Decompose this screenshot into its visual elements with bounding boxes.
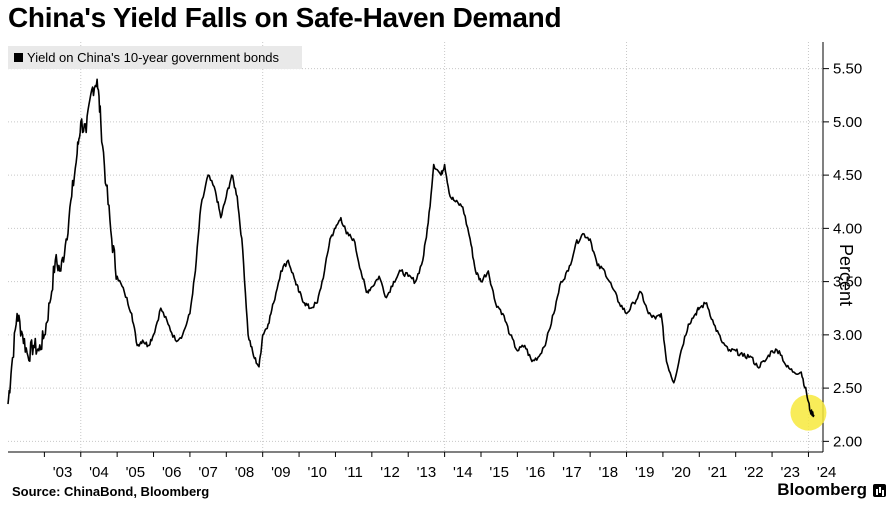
- x-tick-label: '08: [235, 464, 255, 481]
- series-line-china-10y: [7, 78, 815, 418]
- y-axis-title: Percent: [836, 244, 856, 307]
- y-axis: 2.00 2.50 3.00 3.50 4.00 4.50 5.00 5.50: [822, 42, 862, 452]
- y-tick-label: 4.00: [833, 220, 862, 237]
- x-tick-label: '20: [671, 464, 691, 481]
- y-tick-label: 3.50: [833, 274, 862, 291]
- x-tick-label: '09: [271, 464, 291, 481]
- source-note: Source: ChinaBond, Bloomberg: [12, 484, 210, 499]
- y-tick-label: 4.50: [833, 167, 862, 184]
- y-tick-label: 5.50: [833, 61, 862, 78]
- legend: Yield on China's 10-year government bond…: [8, 46, 302, 69]
- x-tick-label: '19: [635, 464, 655, 481]
- x-tick-label: '06: [162, 464, 182, 481]
- x-tick-label: '24: [817, 464, 837, 481]
- x-tick-label: '14: [453, 464, 473, 481]
- x-tick-label: '23: [780, 464, 800, 481]
- x-tick-label: '04: [89, 464, 109, 481]
- y-tick-label: 3.00: [833, 327, 862, 344]
- x-tick-label: '03: [53, 464, 73, 481]
- x-tick-label: '15: [489, 464, 509, 481]
- bloomberg-chart-icon: [873, 483, 886, 497]
- legend-background: [8, 46, 302, 69]
- x-tick-label: '22: [744, 464, 764, 481]
- y-tick-label: 2.50: [833, 380, 862, 397]
- series-lines: [7, 78, 827, 431]
- legend-label: Yield on China's 10-year government bond…: [27, 50, 280, 65]
- x-tick-label: '10: [307, 464, 327, 481]
- x-tick-label: '18: [599, 464, 619, 481]
- x-axis: '03 '04 '05 '06 '07 '08 '09 '10 '11 '12 '13 '14 '15 '…: [8, 451, 837, 481]
- y-tick-label: 5.00: [833, 114, 862, 131]
- brand-name: Bloomberg: [777, 480, 867, 499]
- grid-lines: [8, 42, 823, 452]
- highlight-marker: [790, 394, 827, 431]
- x-tick-label: '13: [417, 464, 437, 481]
- x-tick-label: '11: [344, 464, 362, 481]
- chart-title: China's Yield Falls on Safe-Haven Demand: [8, 2, 562, 33]
- x-tick-label: '16: [526, 464, 546, 481]
- brand-logo: Bloomberg: [777, 480, 886, 500]
- x-tick-label: '12: [380, 464, 400, 481]
- x-tick-label: '21: [708, 464, 728, 481]
- y-tick-label: 2.00: [833, 433, 862, 450]
- x-tick-label: '07: [198, 464, 218, 481]
- x-tick-label: '05: [126, 464, 146, 481]
- legend-swatch: [14, 53, 23, 62]
- x-tick-label: '17: [562, 464, 582, 481]
